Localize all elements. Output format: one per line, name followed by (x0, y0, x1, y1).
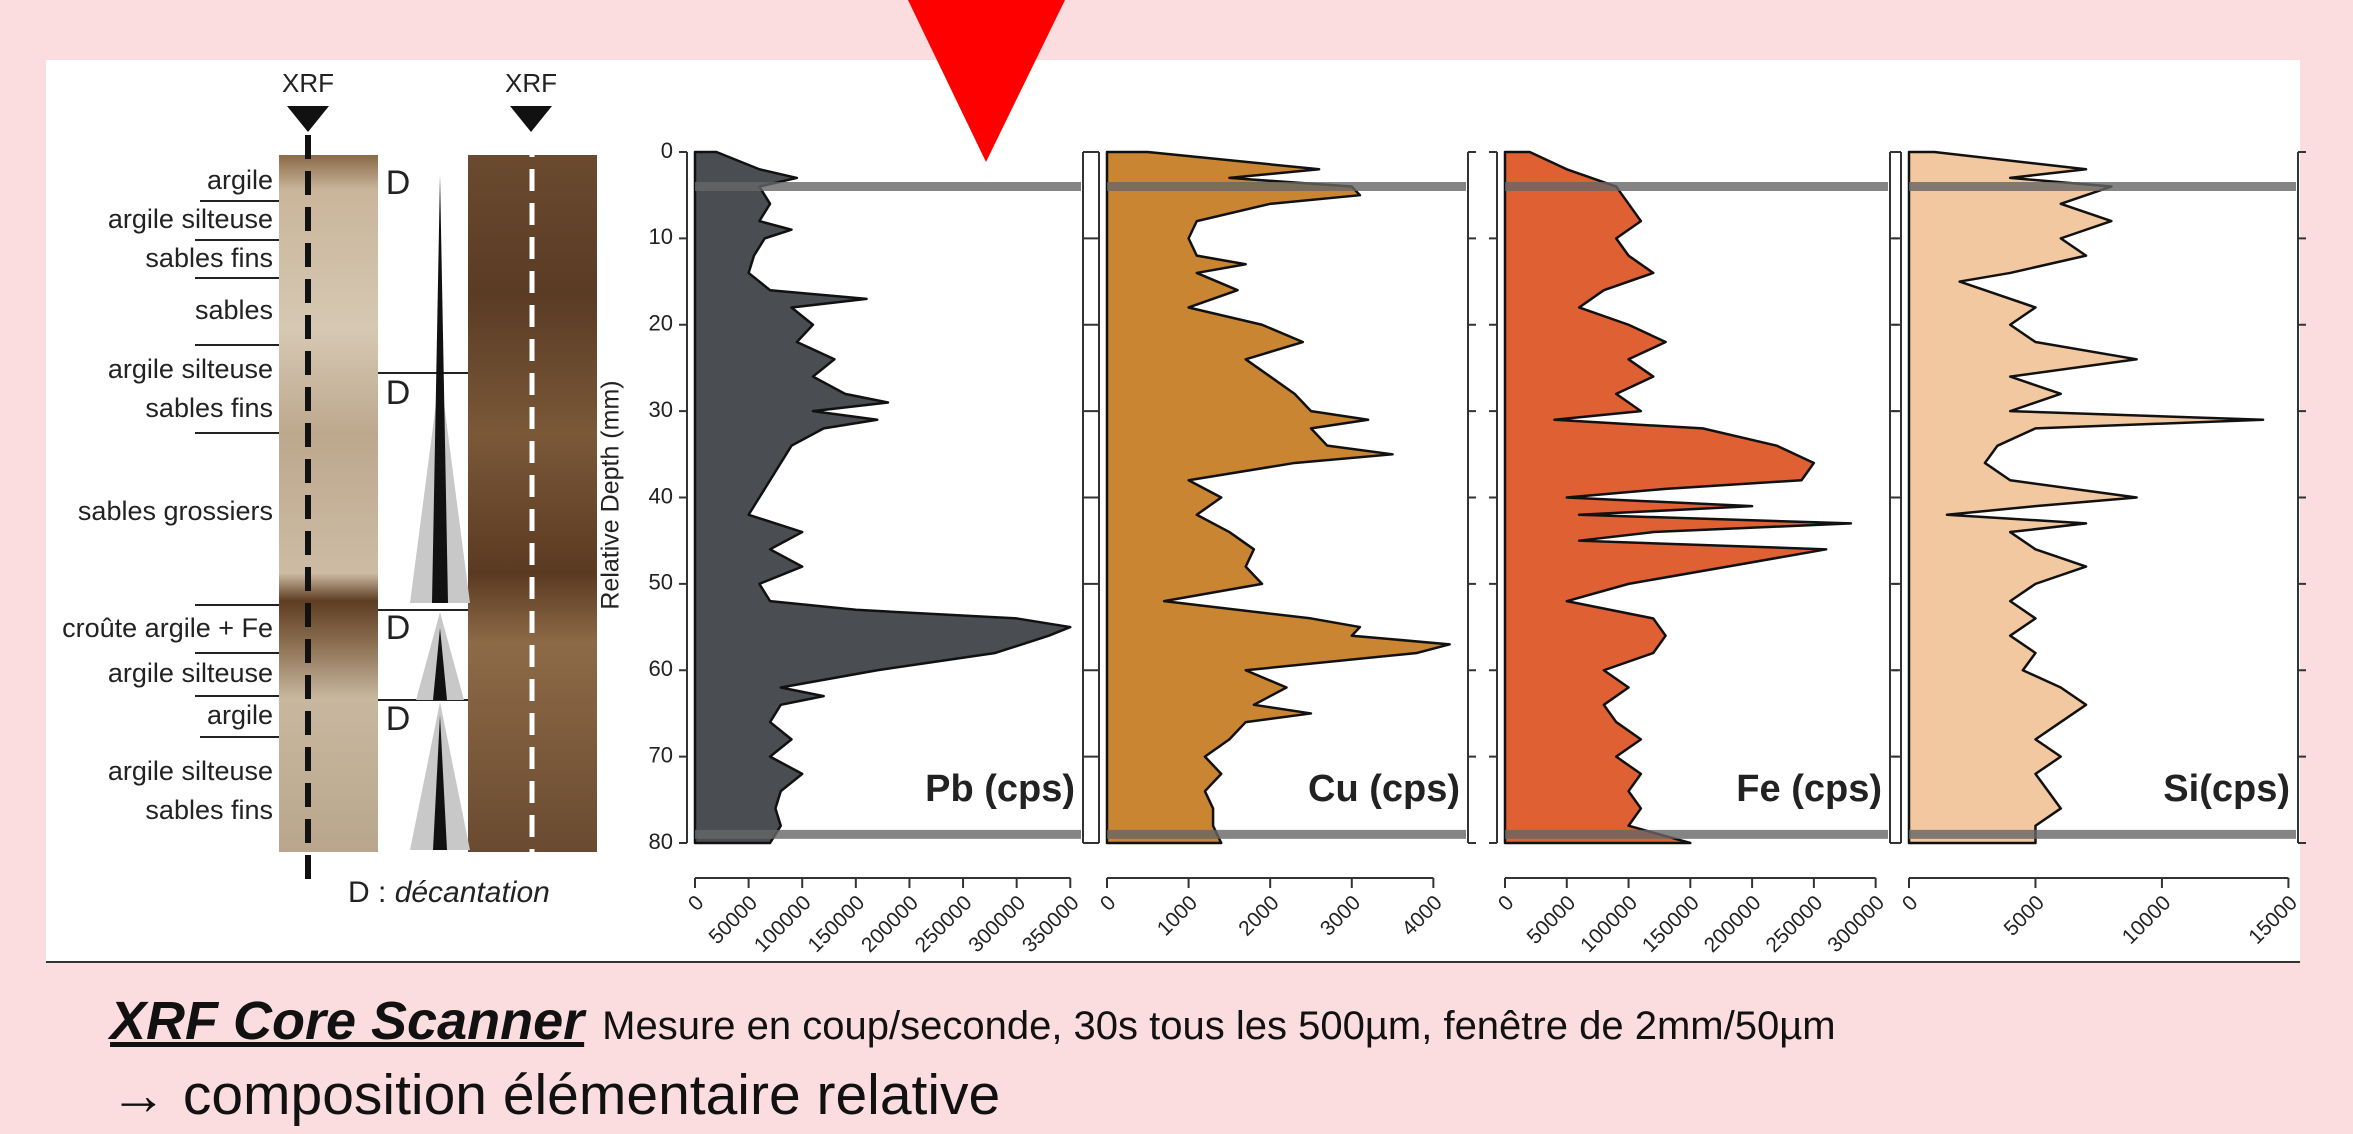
xrf-marker (510, 106, 552, 132)
y-tick-label: 30 (649, 397, 673, 422)
y-tick-label: 10 (649, 224, 673, 249)
profile-chart: 0102030405060708005000010000015000020000… (597, 138, 1091, 957)
layer-label: sables grossiers (78, 496, 273, 526)
d-mark: D (386, 609, 411, 647)
y-tick-label: 20 (649, 311, 673, 336)
profile-area (1503, 150, 1853, 845)
profile-area (693, 150, 1072, 845)
layer-label: sables fins (145, 795, 273, 825)
y-tick-label: 0 (661, 138, 673, 163)
layer-label: sables (195, 295, 273, 325)
decantation-wedges (410, 175, 470, 850)
y-tick-label: 70 (649, 742, 673, 767)
legend-note: D : décantation (348, 876, 550, 909)
layer-boundaries (195, 200, 468, 738)
red-arrow (908, 0, 1065, 162)
d-mark: D (386, 164, 411, 202)
core-photo (279, 155, 378, 852)
y-tick-label: 40 (649, 483, 673, 508)
y-tick-label: 50 (649, 570, 673, 595)
d-mark: D (386, 700, 411, 738)
layer-label: sables fins (145, 393, 273, 423)
d-mark: D (386, 374, 411, 412)
caption-text: Mesure en coup/seconde, 30s tous les 500… (602, 1004, 1836, 1048)
profile-area (1105, 150, 1451, 845)
element-label: Si(cps) (2163, 768, 2290, 810)
layer-labels: argile argile silteuse sables fins sable… (62, 165, 273, 825)
xrf-label: XRF (505, 68, 557, 98)
layer-label: croûte argile + Fe (62, 613, 273, 643)
element-label: Pb (cps) (925, 768, 1075, 810)
caption-title: XRF Core Scanner (110, 991, 585, 1051)
y-tick-label: 60 (649, 656, 673, 681)
y-axis-title: Relative Depth (mm) (597, 380, 625, 609)
layer-label: argile (207, 700, 273, 730)
y-tick-label: 80 (649, 829, 673, 854)
layer-label: argile silteuse (108, 756, 273, 786)
layer-label: argile silteuse (108, 658, 273, 688)
note-text: décantation (395, 876, 550, 909)
note-key: D : (348, 876, 386, 909)
core-log: XRF XRF argile argile silteuse sables fi… (62, 68, 597, 909)
caption-line: XRF Core Scanner Mesure en coup/seconde, … (110, 990, 1836, 1052)
layer-label: argile (207, 165, 273, 195)
layer-label: argile silteuse (108, 354, 273, 384)
layer-label: sables fins (145, 243, 273, 273)
layer-label: argile silteuse (108, 204, 273, 234)
profile-area (1907, 150, 2265, 845)
caption-line2: → composition élémentaire relative (110, 1063, 1001, 1127)
figure: XRF XRF argile argile silteuse sables fi… (46, 0, 2306, 963)
element-label: Cu (cps) (1308, 768, 1460, 810)
xrf-marker (287, 106, 329, 132)
xrf-label: XRF (282, 68, 334, 98)
element-label: Fe (cps) (1736, 768, 1882, 810)
